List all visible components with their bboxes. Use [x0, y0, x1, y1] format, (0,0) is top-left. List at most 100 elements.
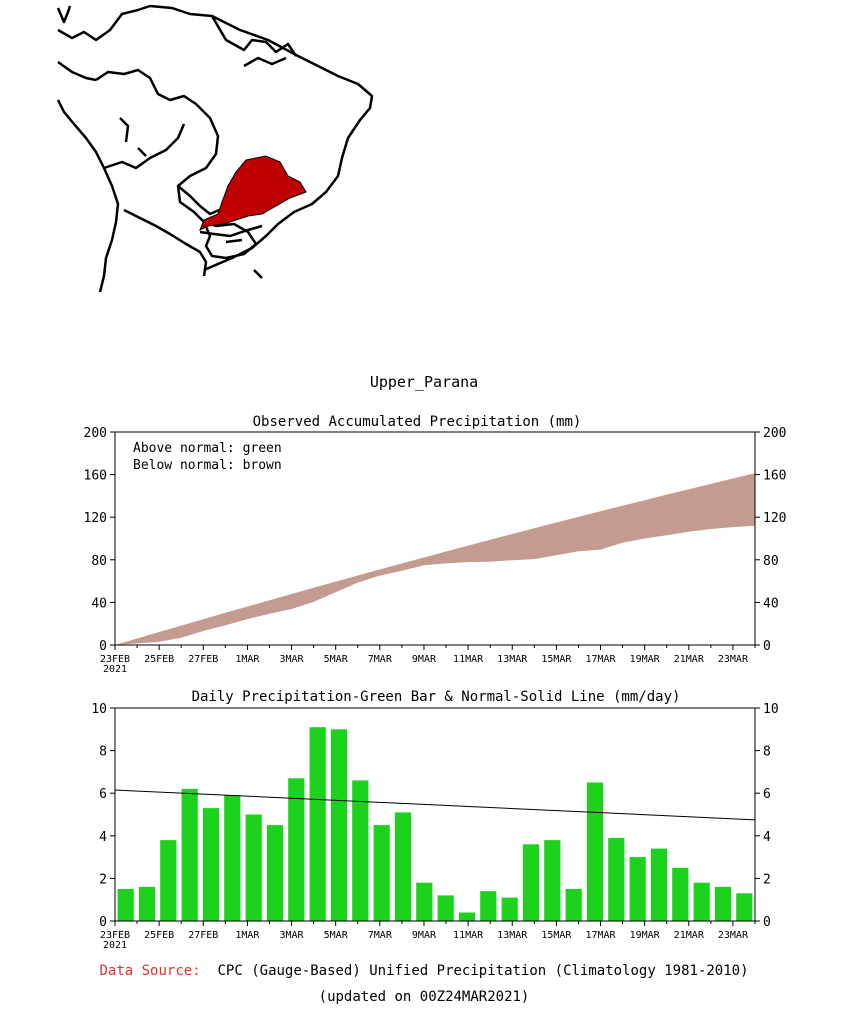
accum-ytick-label-left: 0 [99, 639, 107, 654]
daily-bar [373, 825, 390, 921]
accum-chart: Observed Accumulated Precipitation (mm) … [84, 414, 787, 675]
coastline-west [56, 99, 120, 293]
daily-xtick-label: 9MAR [412, 930, 437, 941]
accum-ytick-label-left: 40 [91, 596, 107, 611]
daily-bar [501, 897, 518, 921]
border-brazil-west [95, 68, 220, 223]
coastline-east [149, 4, 374, 272]
daily-bar [288, 778, 305, 921]
daily-xtick-label: 25FEB [144, 930, 174, 941]
coastline-south [199, 224, 263, 244]
accum-ytick-label-left: 120 [84, 511, 107, 526]
daily-ytick-label-right: 10 [763, 702, 779, 717]
daily-x-axis: 23FEB 25FEB 27FEB 1MAR 3MAR 5MAR 7MAR 9MAR 11MAR… [100, 921, 756, 941]
accum-xtick-label: 1MAR [235, 654, 260, 665]
accum-year-label: 2021 [103, 664, 127, 675]
accum-ytick-label-right: 80 [763, 554, 779, 569]
daily-bar [245, 814, 262, 921]
accum-xtick-label: 27FEB [188, 654, 218, 665]
accum-xtick-label: 25FEB [144, 654, 174, 665]
daily-bar [352, 780, 369, 921]
daily-bar [693, 882, 710, 921]
accum-ytick-label-left: 200 [84, 426, 107, 441]
accum-annotation-above: Above normal: green [133, 441, 282, 456]
daily-bar [714, 886, 732, 921]
accum-xtick-label: 19MAR [630, 654, 661, 665]
accum-xtick-label: 3MAR [280, 654, 305, 665]
daily-xtick-label: 21MAR [674, 930, 705, 941]
daily-ytick-label-left: 0 [99, 915, 107, 930]
accum-ytick-label-left: 80 [91, 554, 107, 569]
daily-xtick-label: 15MAR [541, 930, 572, 941]
daily-ytick-label-left: 10 [91, 702, 107, 717]
daily-bars [117, 727, 753, 922]
daily-xtick-label: 5MAR [324, 930, 349, 941]
accum-band-below-normal [115, 473, 755, 645]
daily-ytick-label-left: 2 [99, 872, 107, 887]
accum-ytick-label-right: 200 [763, 426, 786, 441]
daily-xtick-label: 27FEB [188, 930, 218, 941]
daily-ytick-label-left: 6 [99, 787, 107, 802]
daily-xtick-label: 17MAR [585, 930, 616, 941]
daily-xtick-label: 3MAR [280, 930, 305, 941]
accum-annotation-below: Below normal: brown [133, 458, 282, 473]
daily-bar [565, 889, 582, 921]
daily-ytick-label-right: 4 [763, 830, 771, 845]
accum-xtick-label: 23MAR [718, 654, 749, 665]
border-guianas [210, 15, 298, 57]
accum-ytick-label-left: 160 [84, 469, 107, 484]
daily-chart: Daily Precipitation-Green Bar & Normal-S… [91, 689, 778, 951]
daily-bar [138, 886, 156, 921]
data-source-label: Data Source: [99, 963, 201, 979]
coastline-north [56, 4, 151, 42]
daily-xtick-label: 7MAR [368, 930, 393, 941]
accum-ytick-label-right: 40 [763, 596, 779, 611]
data-source-text: CPC (Gauge-Based) Unified Precipitation … [217, 963, 749, 979]
daily-bar [522, 844, 540, 921]
daily-ytick-label-right: 2 [763, 872, 771, 887]
daily-bar [181, 788, 198, 921]
daily-bar [458, 912, 476, 921]
daily-bar [586, 782, 604, 921]
accum-xtick-label: 11MAR [453, 654, 484, 665]
daily-bar [330, 729, 348, 921]
accum-ytick-label-right: 120 [763, 511, 786, 526]
region-title: Upper_Parana [369, 373, 479, 391]
accum-ytick-label-right: 160 [763, 469, 786, 484]
daily-bar [736, 893, 753, 921]
daily-ytick-label-right: 0 [763, 915, 771, 930]
accum-xtick-label: 23FEB [100, 654, 130, 665]
daily-bar [266, 825, 284, 921]
daily-bar [224, 795, 241, 921]
daily-bar [544, 840, 561, 921]
daily-bar [608, 837, 625, 921]
accum-y-axis: 0 0 40 40 80 80 120 120 160 160 200 200 [84, 426, 787, 654]
accum-xtick-label: 13MAR [497, 654, 528, 665]
daily-xtick-label: 19MAR [630, 930, 661, 941]
upper-parana-region [199, 155, 307, 232]
daily-chart-title: Daily Precipitation-Green Bar & Normal-S… [192, 689, 681, 705]
border-uruguay [202, 220, 258, 260]
daily-ytick-label-right: 6 [763, 787, 771, 802]
daily-bar [309, 727, 326, 921]
accum-xtick-label: 7MAR [368, 654, 393, 665]
daily-xtick-label: 1MAR [235, 930, 260, 941]
daily-bar [672, 867, 689, 922]
daily-bar [202, 808, 220, 921]
data-source-line: Data Source: CPC (Gauge-Based) Unified P… [0, 963, 848, 979]
daily-normal-line [114, 789, 756, 821]
daily-bar [629, 857, 646, 921]
accum-ytick-label-right: 0 [763, 639, 771, 654]
daily-bar [394, 812, 412, 921]
river-detail [119, 56, 287, 279]
daily-bar [160, 840, 177, 921]
location-map [56, 4, 374, 293]
accum-plot-frame [114, 431, 756, 646]
border-andes [57, 60, 208, 277]
daily-ytick-label-left: 8 [99, 745, 107, 760]
daily-plot-frame [114, 707, 756, 922]
daily-bar [437, 895, 454, 921]
daily-bar [650, 848, 668, 921]
daily-bar [416, 882, 433, 921]
daily-xtick-label: 23MAR [718, 930, 749, 941]
